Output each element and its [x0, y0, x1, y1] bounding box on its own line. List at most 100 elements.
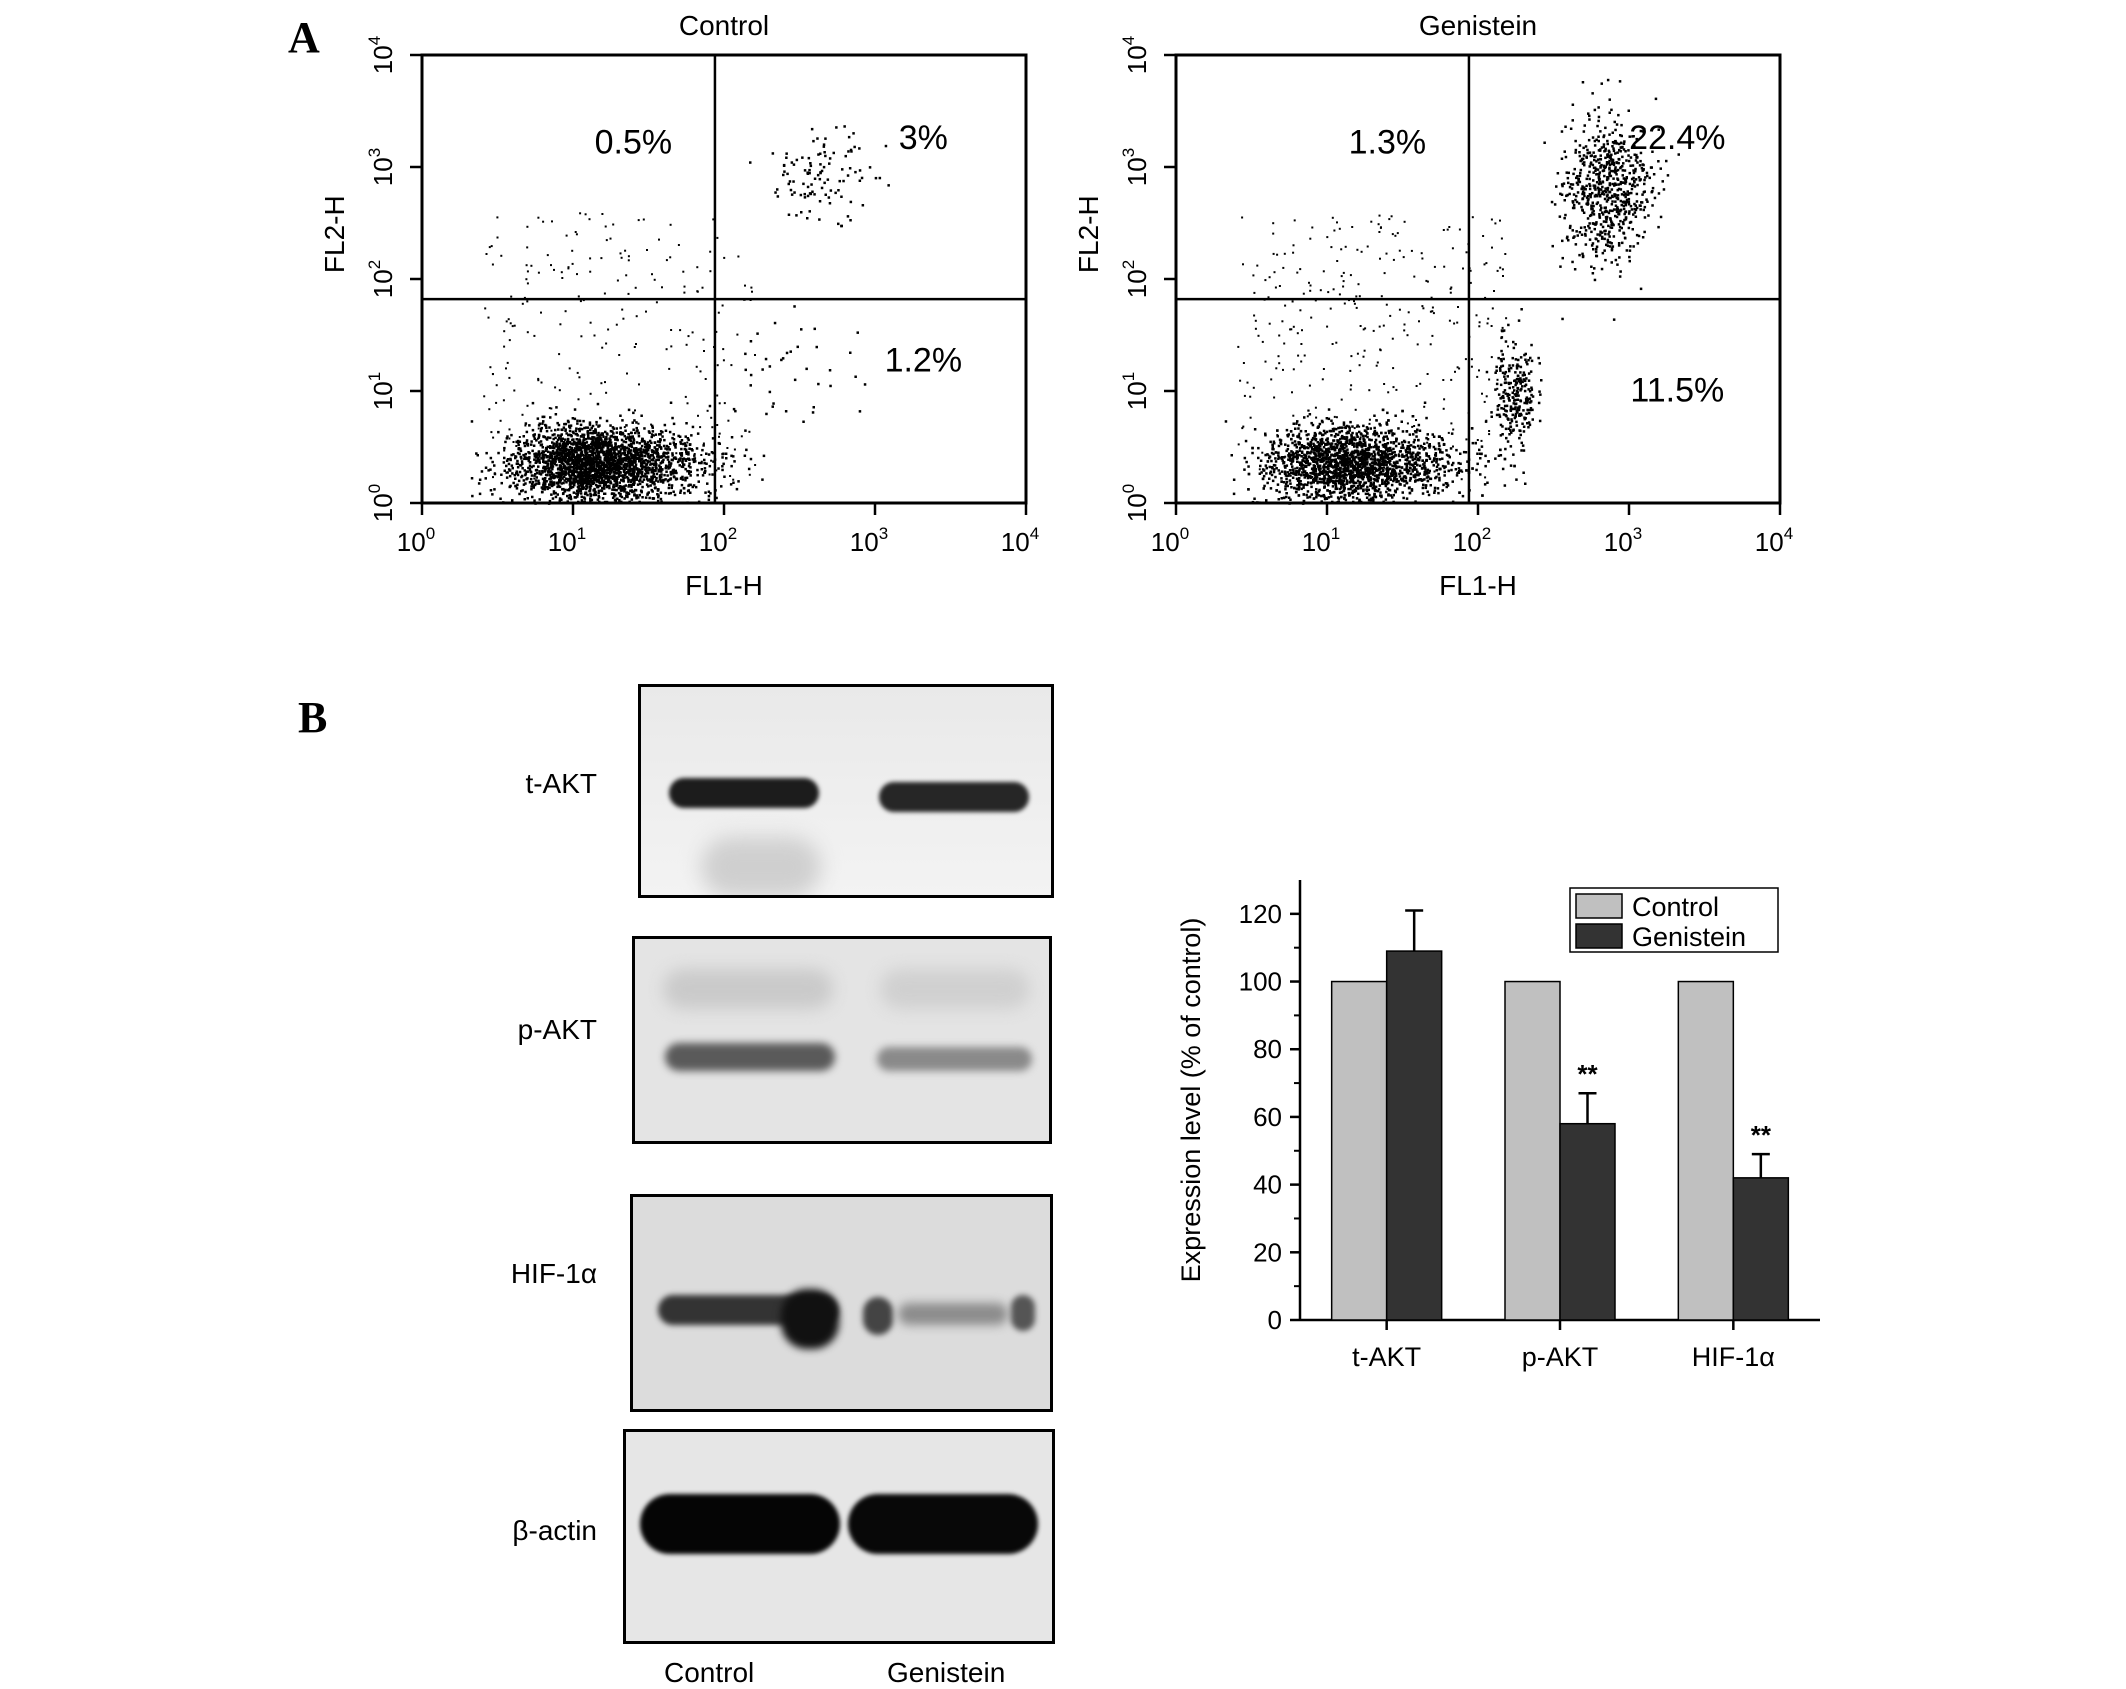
- scatter-point: [628, 293, 630, 295]
- scatter-point: [612, 486, 615, 489]
- scatter-point: [634, 409, 636, 411]
- scatter-point: [632, 483, 635, 486]
- scatter-point: [509, 475, 512, 478]
- scatter-point: [1334, 443, 1337, 446]
- scatter-point: [1352, 485, 1355, 488]
- scatter-point: [485, 467, 488, 470]
- scatter-point: [1278, 498, 1281, 501]
- scatter-point: [568, 460, 571, 463]
- scatter-point: [532, 429, 535, 432]
- x-tick-label: 104: [1001, 524, 1039, 557]
- scatter-point: [688, 335, 690, 337]
- scatter-point: [796, 159, 799, 162]
- scatter-point: [561, 277, 563, 279]
- scatter-point: [597, 425, 600, 428]
- scatter-point: [571, 250, 573, 252]
- scatter-point: [488, 317, 490, 319]
- scatter-point: [790, 350, 793, 353]
- scatter-point: [722, 463, 725, 466]
- scatter-point: [1274, 457, 1277, 460]
- scatter-point: [513, 441, 515, 443]
- scatter-point: [701, 449, 704, 452]
- scatter-point: [654, 441, 657, 444]
- scatter-point: [1391, 465, 1394, 468]
- scatter-point: [1351, 432, 1354, 435]
- scatter-point: [582, 475, 585, 478]
- scatter-point: [541, 427, 543, 429]
- scatter-point: [604, 431, 607, 434]
- scatter-point: [570, 435, 573, 438]
- scatter-point: [519, 441, 522, 444]
- scatter-point: [1439, 449, 1442, 452]
- scatter-point: [584, 457, 587, 460]
- scatter-point: [602, 436, 605, 439]
- scatter-point: [1283, 481, 1286, 484]
- scatter-point: [606, 475, 609, 478]
- scatter-point: [657, 480, 660, 483]
- scatter-point: [681, 484, 684, 487]
- scatter-point: [594, 492, 597, 495]
- scatter-point: [1305, 430, 1308, 433]
- scatter-point: [754, 354, 756, 356]
- scatter-point: [565, 445, 568, 448]
- scatter-point: [602, 497, 605, 500]
- scatter-point: [887, 184, 890, 187]
- scatter-point: [808, 169, 811, 172]
- scatter-point: [1430, 478, 1433, 481]
- scatter-point: [1306, 438, 1309, 441]
- scatter-point: [578, 376, 580, 378]
- scatter-point: [823, 143, 826, 146]
- scatter-point: [1451, 432, 1454, 435]
- scatter-point: [610, 471, 613, 474]
- scatter-point: [689, 444, 692, 447]
- scatter-point: [1314, 432, 1317, 435]
- scatter-point: [1428, 494, 1431, 497]
- scatter-point: [625, 441, 628, 444]
- scatter-point: [589, 459, 592, 462]
- scatter-point: [641, 486, 644, 489]
- scatter-point: [627, 433, 630, 436]
- scatter-point: [656, 455, 659, 458]
- scatter-point: [661, 468, 664, 471]
- scatter-point: [565, 310, 567, 312]
- scatter-point: [1433, 464, 1436, 467]
- scatter-point: [603, 487, 606, 490]
- scatter-point: [1378, 453, 1381, 456]
- scatter-point: [1339, 488, 1342, 491]
- scatter-point: [586, 441, 589, 444]
- scatter-point: [619, 431, 622, 434]
- scatter-point: [557, 493, 560, 496]
- scatter-point: [1287, 435, 1290, 438]
- scatter-point: [658, 239, 660, 241]
- scatter-point: [550, 493, 553, 496]
- scatter-point: [505, 367, 507, 369]
- scatter-point: [597, 444, 600, 447]
- scatter-point: [1366, 490, 1369, 493]
- y-tick-label: 100: [365, 484, 398, 522]
- scatter-point: [664, 492, 667, 495]
- scatter-point: [532, 402, 535, 405]
- scatter-point: [660, 480, 663, 483]
- scatter-point: [1342, 468, 1345, 471]
- scatter-point: [1476, 463, 1479, 466]
- scatter-point: [580, 335, 582, 337]
- scatter-point: [548, 457, 551, 460]
- y-tick-label: 103: [365, 148, 398, 186]
- scatter-point: [671, 471, 674, 474]
- scatter-point: [1390, 478, 1393, 481]
- scatter-point: [628, 409, 631, 412]
- scatter-point: [541, 455, 544, 458]
- scatter-point: [672, 491, 675, 494]
- scatter-point: [1343, 497, 1346, 500]
- scatter-point: [718, 442, 721, 445]
- scatter-point: [483, 395, 485, 397]
- scatter-point: [879, 177, 882, 180]
- scatter-point: [661, 435, 664, 438]
- scatter-point: [516, 487, 519, 490]
- scatter-point: [1433, 436, 1436, 439]
- scatter-point: [1386, 438, 1389, 441]
- scatter-point: [637, 496, 640, 499]
- scatter-point: [1393, 433, 1396, 436]
- scatter-point: [560, 465, 563, 468]
- scatter-point: [1394, 491, 1397, 494]
